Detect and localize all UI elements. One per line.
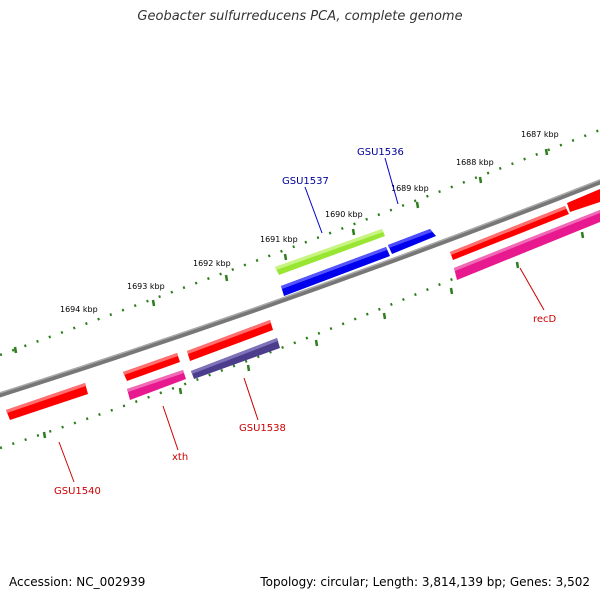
kbp-label-1693: 1693 kbp	[127, 282, 165, 291]
kbp-label-1687: 1687 kbp	[521, 130, 559, 139]
gene-gsu1540[interactable]	[6, 383, 88, 420]
page-title: Geobacter sulfurreducens PCA, complete g…	[137, 9, 463, 24]
gene-gsu1538[interactable]	[191, 338, 280, 379]
lower-major-ticks	[42, 231, 585, 439]
upper-tick-row	[0, 128, 600, 357]
gene-gsu1538-red[interactable]	[187, 320, 273, 361]
kbp-label-1689: 1689 kbp	[391, 184, 429, 193]
genome-summary-text: Topology: circular; Length: 3,814,139 bp…	[260, 575, 590, 589]
label-gsu1536: GSU1536	[357, 147, 404, 158]
kbp-label-1694: 1694 kbp	[60, 305, 98, 314]
genome-backbone	[0, 179, 600, 398]
label-gsu1538: GSU1538	[239, 423, 286, 434]
label-recd: recD	[533, 314, 557, 325]
gene-gsu1537-strand[interactable]	[281, 247, 390, 296]
label-gsu1537: GSU1537	[282, 176, 329, 187]
gene-gsu1536[interactable]	[388, 229, 436, 254]
kbp-label-1691: 1691 kbp	[260, 235, 298, 244]
leader-gsu1540	[58, 441, 75, 483]
gene-recd-red[interactable]	[450, 189, 600, 260]
leader-gsu1537	[304, 186, 323, 234]
upper-major-ticks	[13, 148, 549, 354]
gene-gsu1537[interactable]	[275, 229, 385, 275]
leader-recd	[519, 267, 545, 311]
gene-recd[interactable]	[454, 210, 600, 280]
label-xth: xth	[172, 452, 188, 463]
kbp-label-1690: 1690 kbp	[325, 210, 363, 219]
leader-xth	[162, 405, 179, 451]
kbp-label-1692: 1692 kbp	[193, 259, 231, 268]
accession-text: Accession: NC_002939	[9, 575, 146, 589]
leader-gsu1536	[384, 157, 399, 205]
gene-xth[interactable]	[127, 370, 186, 400]
gene-xth-red[interactable]	[123, 353, 180, 381]
leader-gsu1538	[243, 377, 259, 421]
label-gsu1540: GSU1540	[54, 486, 101, 497]
kbp-label-1688: 1688 kbp	[456, 158, 494, 167]
